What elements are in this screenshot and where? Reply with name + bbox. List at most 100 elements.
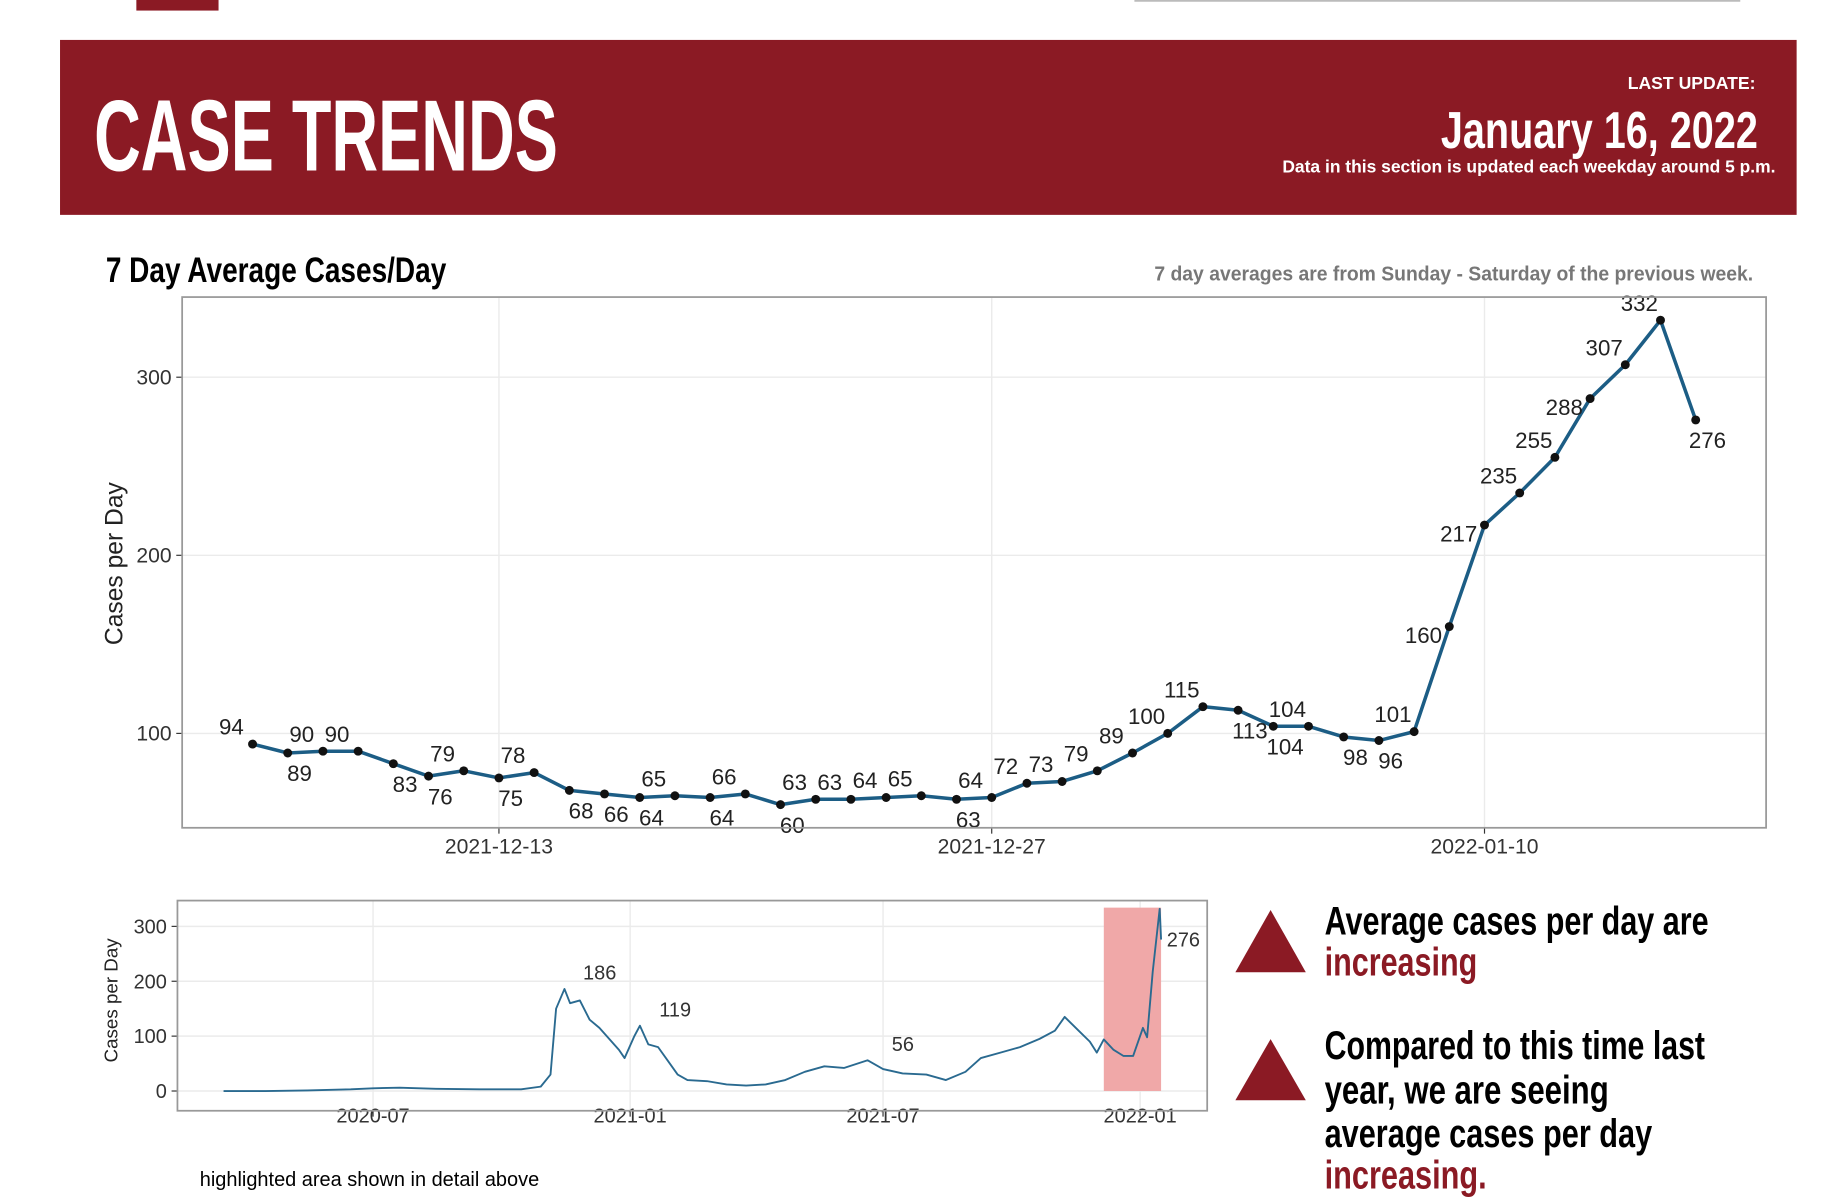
data-label: 98 bbox=[1343, 745, 1368, 770]
header-banner bbox=[60, 39, 1797, 215]
data-point bbox=[353, 746, 363, 756]
data-label: 90 bbox=[325, 722, 350, 747]
highlight-area bbox=[1103, 907, 1162, 1092]
data-point bbox=[1057, 777, 1067, 786]
data-label: 101 bbox=[1374, 702, 1411, 727]
data-point bbox=[248, 739, 258, 749]
data-label: 160 bbox=[1405, 623, 1442, 648]
data-point bbox=[1409, 727, 1419, 737]
x-tick-label: 2021-12-13 bbox=[445, 836, 553, 859]
x-tick-label: 2021-07 bbox=[846, 1106, 919, 1128]
data-label: 89 bbox=[287, 761, 312, 786]
y-tick-label: 0 bbox=[156, 1081, 167, 1103]
data-point bbox=[670, 791, 680, 801]
data-label: 115 bbox=[1164, 677, 1200, 702]
data-point bbox=[1304, 721, 1313, 731]
data-point bbox=[1691, 415, 1701, 425]
data-point bbox=[705, 793, 715, 802]
data-point bbox=[318, 746, 328, 756]
annotation: 56 bbox=[892, 1034, 914, 1056]
section-note: 7 day averages are from Sunday - Saturda… bbox=[1154, 264, 1753, 286]
x-tick-label: 2022-01-10 bbox=[1430, 836, 1538, 859]
data-label: 104 bbox=[1269, 697, 1306, 722]
trend-emphasis: increasing. bbox=[1325, 1153, 1487, 1197]
data-point bbox=[916, 791, 926, 801]
data-point bbox=[1163, 728, 1173, 738]
plot-background bbox=[177, 900, 1208, 1111]
plot-background bbox=[182, 297, 1767, 828]
data-point bbox=[881, 793, 891, 802]
update-note: Data in this section is updated each wee… bbox=[1282, 157, 1775, 177]
data-line bbox=[252, 318, 1698, 807]
plot: 100 200 300 2021-12-13 2021-12-27 2022-01-10 9… bbox=[136, 291, 1767, 859]
data-label: 63 bbox=[782, 770, 807, 795]
x-tick-label: 2021-01 bbox=[594, 1106, 667, 1128]
data-point bbox=[1128, 748, 1137, 758]
logo-fragment bbox=[136, 0, 219, 11]
data-label: 307 bbox=[1586, 335, 1623, 360]
trend-emphasis: increasing bbox=[1325, 941, 1478, 985]
y-tick-label: 300 bbox=[134, 916, 167, 938]
data-label: 64 bbox=[639, 806, 664, 831]
data-point bbox=[494, 773, 504, 783]
data-point bbox=[776, 800, 785, 810]
data-label: 332 bbox=[1621, 291, 1658, 316]
data-label: 64 bbox=[958, 768, 983, 793]
data-point bbox=[635, 793, 645, 802]
data-label: 66 bbox=[604, 802, 629, 827]
x-tick-label: 2020-07 bbox=[336, 1106, 409, 1128]
y-tick-label: 200 bbox=[136, 544, 171, 567]
y-tick-label: 200 bbox=[134, 971, 167, 993]
annotation: 186 bbox=[583, 963, 616, 985]
section-title: 7 Day Average Cases/Day bbox=[106, 251, 447, 290]
data-point bbox=[1550, 452, 1560, 462]
header-title: CASE TRENDS bbox=[94, 80, 558, 192]
data-point bbox=[987, 793, 997, 802]
data-label: 73 bbox=[1029, 752, 1054, 777]
data-label: 100 bbox=[1128, 704, 1165, 729]
data-label: 235 bbox=[1480, 464, 1517, 489]
data-point bbox=[1585, 394, 1595, 404]
data-label: 276 bbox=[1689, 428, 1726, 453]
last-update-date: January 16, 2022 bbox=[1441, 101, 1758, 159]
data-label: 104 bbox=[1266, 734, 1303, 759]
y-axis-label: Cases per Day bbox=[101, 481, 128, 645]
data-label: 255 bbox=[1515, 428, 1552, 453]
plot-border bbox=[181, 296, 1767, 829]
plot: 0 100 200 300 2020-07 2021-01 2021-07 2022-01 18… bbox=[134, 899, 1209, 1128]
data-point bbox=[1515, 488, 1525, 498]
data-point bbox=[424, 771, 433, 781]
data-point bbox=[459, 766, 469, 776]
data-label: 60 bbox=[780, 813, 805, 838]
data-point bbox=[740, 789, 750, 799]
data-point bbox=[1022, 778, 1032, 788]
data-label: 66 bbox=[712, 765, 737, 790]
data-label: 64 bbox=[853, 768, 878, 793]
data-label: 64 bbox=[709, 806, 734, 831]
data-label: 217 bbox=[1440, 521, 1477, 546]
trend-text: Average cases per day are bbox=[1325, 900, 1709, 944]
data-label: 79 bbox=[430, 741, 455, 766]
data-point bbox=[600, 789, 609, 799]
data-label: 113 bbox=[1232, 718, 1268, 743]
trend-arrow bbox=[1235, 909, 1306, 973]
x-tick-label: 2021-12-27 bbox=[938, 836, 1046, 859]
data-label: 83 bbox=[393, 772, 418, 797]
y-tick-label: 100 bbox=[134, 1026, 167, 1048]
trend-text: Compared to this time last bbox=[1325, 1024, 1705, 1068]
data-point bbox=[1444, 622, 1454, 632]
caption: highlighted area shown in detail above bbox=[200, 1169, 539, 1191]
plot-border bbox=[176, 899, 1209, 1112]
y-axis-label: Cases per Day bbox=[101, 938, 122, 1063]
trend-text: year, we are seeing bbox=[1325, 1069, 1609, 1113]
data-label: 79 bbox=[1064, 741, 1089, 766]
x-tick-label: 2022-01 bbox=[1104, 1106, 1177, 1128]
data-label: 63 bbox=[817, 770, 842, 795]
annotation: 276 bbox=[1167, 930, 1200, 952]
data-point bbox=[846, 794, 856, 804]
data-point bbox=[1268, 721, 1278, 731]
y-tick-label: 300 bbox=[136, 366, 171, 389]
trend-arrow bbox=[1235, 1039, 1306, 1101]
